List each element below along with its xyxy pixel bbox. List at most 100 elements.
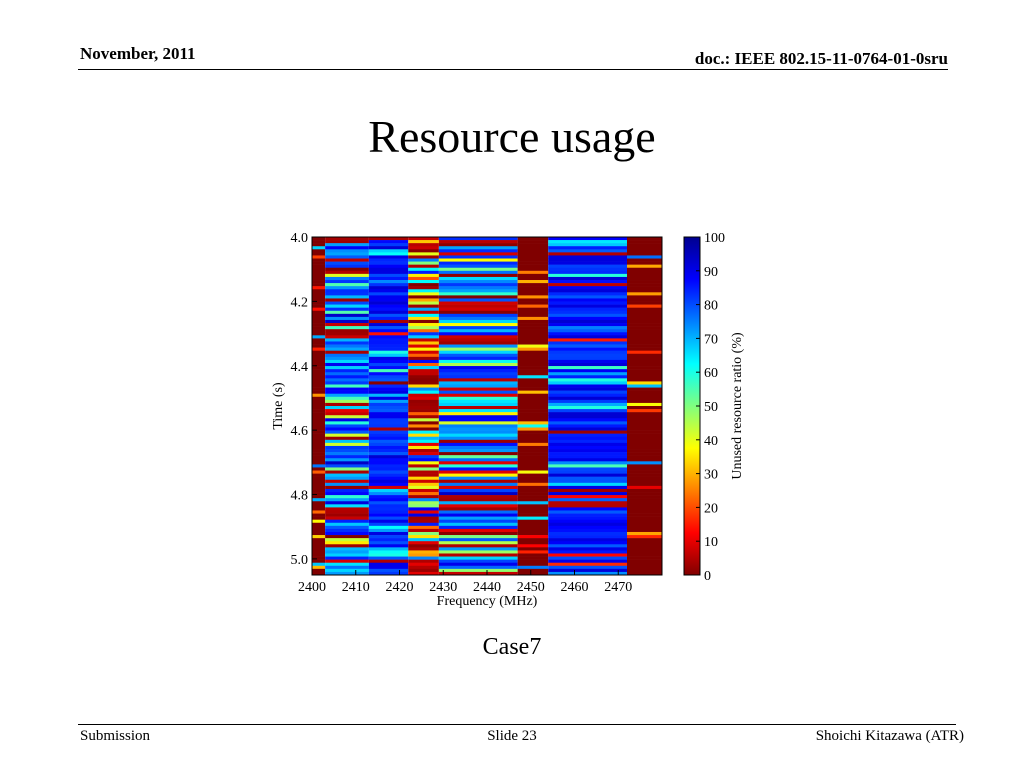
heatmap-cell	[548, 424, 627, 428]
heatmap-cell	[627, 556, 662, 560]
heatmap-cell	[548, 396, 627, 401]
heatmap-cell	[627, 341, 662, 345]
heatmap-cell	[368, 243, 409, 247]
heatmap-cell	[325, 464, 369, 468]
heatmap-cell	[627, 237, 662, 241]
heatmap-cell	[325, 347, 369, 351]
colorbar-tick-label: 40	[704, 434, 718, 449]
heatmap-cell	[312, 482, 326, 487]
heatmap-cell	[517, 255, 549, 259]
heatmap-cell	[368, 249, 409, 253]
heatmap-cell	[408, 273, 439, 278]
heatmap-cell	[312, 307, 326, 312]
heatmap-cell	[548, 510, 627, 514]
footer-left: Submission	[80, 728, 151, 744]
heatmap-cell	[325, 387, 369, 391]
heatmap-cell	[517, 433, 549, 438]
heatmap-cell	[627, 326, 662, 330]
heatmap-cell	[548, 384, 627, 388]
heatmap-cell	[438, 568, 518, 573]
heatmap-cell	[627, 519, 662, 524]
heatmap-cell	[325, 332, 369, 336]
heatmap-cell	[408, 427, 439, 431]
heatmap-cell	[548, 261, 627, 265]
heatmap-cell	[517, 504, 549, 508]
heatmap-cell	[368, 261, 409, 265]
heatmap-cell	[438, 264, 518, 269]
heatmap-cell	[517, 372, 549, 376]
heatmap-cell	[517, 326, 549, 330]
heatmap-cell	[438, 249, 518, 253]
heatmap-cell	[325, 479, 369, 484]
heatmap-cell	[408, 252, 439, 256]
heatmap-cell	[312, 319, 326, 324]
heatmap-cell	[325, 341, 369, 345]
heatmap-cell	[627, 243, 662, 247]
heatmap-cell	[438, 538, 518, 542]
heatmap-cell	[627, 289, 662, 293]
heatmap-cell	[368, 442, 409, 447]
heatmap-cell	[368, 488, 409, 493]
heatmap-cell	[517, 375, 549, 379]
heatmap-cell	[517, 556, 549, 560]
heatmap-cell	[325, 359, 369, 364]
heatmap-cell	[368, 476, 409, 481]
heatmap-cell	[627, 531, 662, 536]
heatmap-cell	[325, 304, 369, 308]
heatmap-cell	[312, 338, 326, 342]
heatmap-cell	[517, 396, 549, 401]
heatmap-cell	[368, 396, 409, 401]
heatmap-cell	[408, 449, 439, 453]
heatmap-cell	[368, 565, 409, 570]
heatmap-cell	[312, 258, 326, 262]
heatmap-cell	[517, 452, 549, 456]
heatmap-cell	[368, 399, 409, 404]
heatmap-cell	[438, 399, 518, 404]
heatmap-cell	[368, 522, 409, 527]
heatmap-cell	[368, 424, 409, 428]
heatmap-cell	[325, 362, 369, 367]
heatmap-cell	[325, 353, 369, 358]
heatmap-cell	[325, 531, 369, 536]
slide-title: Resource usage	[368, 111, 656, 162]
heatmap-cell	[325, 267, 369, 272]
heatmap-cell	[368, 467, 409, 471]
heatmap-cell	[368, 359, 409, 364]
heatmap-cell	[312, 372, 326, 376]
heatmap-cell	[548, 565, 627, 570]
heatmap-cell	[517, 535, 549, 539]
heatmap-cell	[517, 442, 549, 447]
heatmap-cell	[408, 535, 439, 539]
heatmap-cell	[627, 439, 662, 444]
heatmap-cell	[438, 415, 518, 419]
heatmap-cell	[312, 313, 326, 318]
heatmap-cell	[312, 458, 326, 462]
heatmap-cell	[517, 513, 549, 517]
heatmap-cell	[312, 439, 326, 444]
heatmap-cell	[312, 344, 326, 348]
heatmap-cell	[408, 485, 439, 490]
heatmap-cell	[548, 427, 627, 431]
heatmap-cell	[517, 519, 549, 524]
heatmap-cell	[517, 310, 549, 315]
heatmap-cell	[325, 270, 369, 275]
heatmap-cell	[517, 445, 549, 450]
heatmap-cell	[438, 280, 518, 284]
heatmap-cell	[408, 335, 439, 339]
heatmap-cell	[548, 273, 627, 278]
heatmap-cell	[517, 544, 549, 548]
heatmap-cell	[438, 338, 518, 342]
heatmap-cell	[627, 467, 662, 471]
heatmap-cell	[408, 350, 439, 355]
heatmap-cell	[408, 356, 439, 361]
heatmap-cell	[548, 538, 627, 542]
heatmap-cell	[627, 387, 662, 391]
header-doc-id: doc.: IEEE 802.15-11-0764-01-0sru	[694, 49, 948, 68]
heatmap-cell	[627, 335, 662, 339]
heatmap-cell	[325, 249, 369, 253]
heatmap-cell	[368, 289, 409, 293]
heatmap-cell	[312, 292, 326, 296]
heatmap-cell	[325, 452, 369, 456]
heatmap-cell	[517, 402, 549, 407]
heatmap-cell	[548, 544, 627, 548]
